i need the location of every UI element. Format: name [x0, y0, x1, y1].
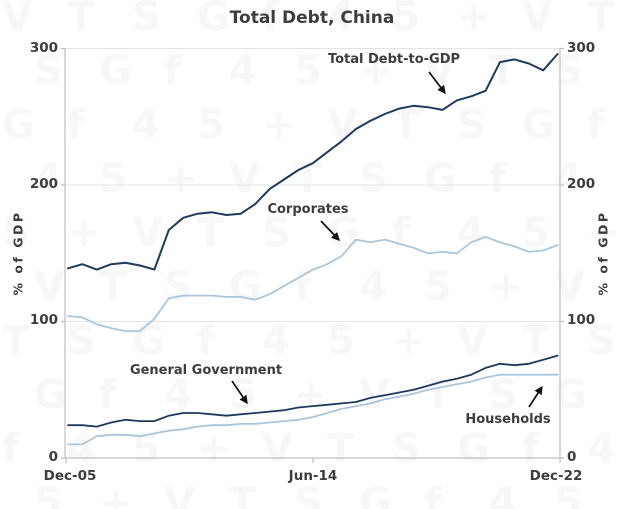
label-general-government: General Government: [129, 363, 283, 378]
axes: [61, 47, 564, 463]
y-tick-right-100: 100: [567, 312, 596, 328]
y-tick-left-0: 0: [48, 449, 58, 465]
x-tick-dec22: Dec-22: [529, 468, 583, 484]
series-line-general-government: [67, 354, 559, 428]
arrow-total-debt: [428, 71, 446, 95]
data-series: [67, 53, 559, 446]
annotation-arrows: [231, 71, 543, 408]
label-total-debt: Total Debt-to-GDP: [327, 52, 461, 67]
y-tick-right-300: 300: [567, 40, 596, 56]
chart-title: Total Debt, China: [229, 8, 395, 28]
series-line-corporates: [67, 235, 559, 333]
x-tick-jun14: Jun-14: [288, 468, 338, 484]
y-axis-title-left: % of GDP: [10, 210, 26, 296]
y-tick-right-0: 0: [567, 449, 577, 465]
series-line-total-debt-to-gdp: [67, 53, 559, 271]
y-tick-left-200: 200: [29, 176, 58, 192]
gridlines: [65, 48, 560, 322]
label-corporates: Corporates: [267, 202, 349, 217]
arrow-households: [528, 385, 543, 408]
y-axis-title-right: % of GDP: [595, 210, 611, 296]
y-tick-right-200: 200: [567, 176, 596, 192]
arrow-corporates: [320, 220, 340, 241]
y-tick-left-300: 300: [29, 40, 58, 56]
y-tick-left-100: 100: [29, 312, 58, 328]
x-tick-dec05: Dec-05: [43, 468, 97, 484]
label-households: Households: [465, 412, 551, 427]
arrow-general-government: [231, 380, 248, 405]
series-line-households: [67, 373, 559, 446]
